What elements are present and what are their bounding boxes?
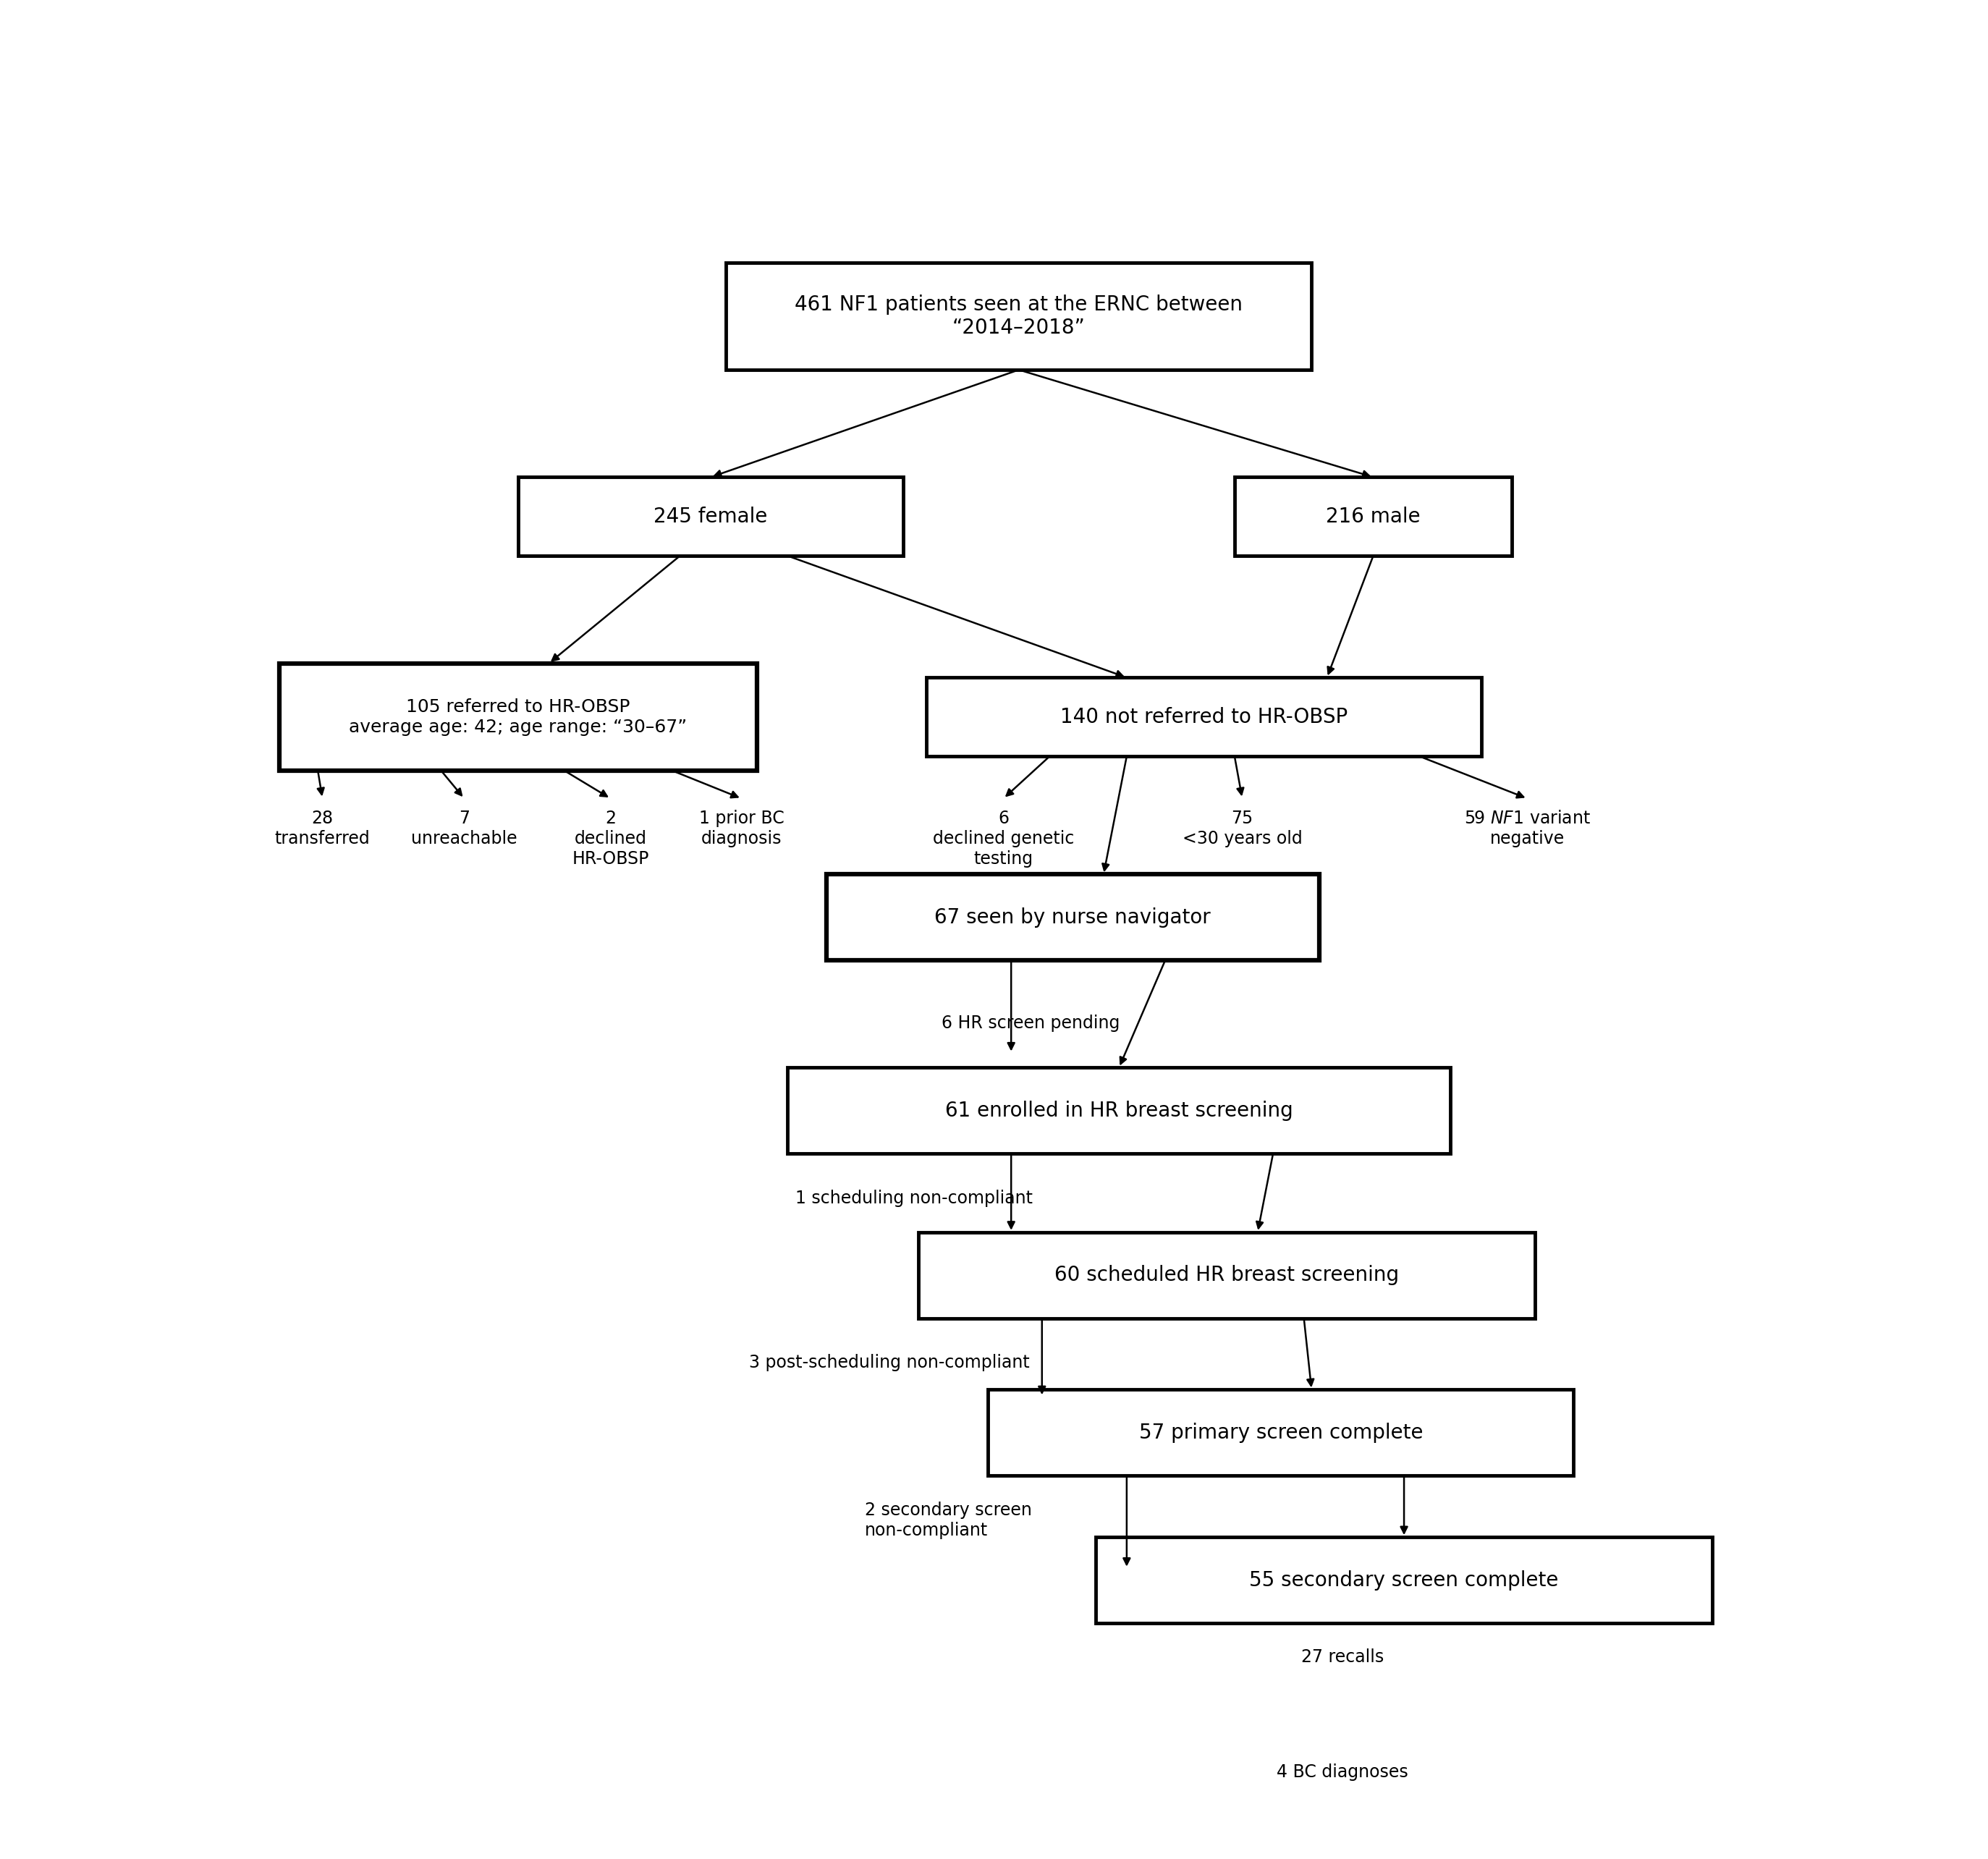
Text: 2
declined
HR-OBSP: 2 declined HR-OBSP xyxy=(573,811,648,868)
FancyBboxPatch shape xyxy=(918,1233,1535,1318)
Text: 57 primary screen complete: 57 primary screen complete xyxy=(1139,1422,1423,1443)
Text: 461 NF1 patients seen at the ERNC between
“2014–2018”: 461 NF1 patients seen at the ERNC betwee… xyxy=(795,294,1242,338)
Text: 6 HR screen pending: 6 HR screen pending xyxy=(942,1015,1119,1032)
Text: 6
declined genetic
testing: 6 declined genetic testing xyxy=(932,811,1074,868)
FancyBboxPatch shape xyxy=(726,262,1312,370)
Text: 140 not referred to HR-OBSP: 140 not referred to HR-OBSP xyxy=(1060,706,1348,727)
Text: 60 scheduled HR breast screening: 60 scheduled HR breast screening xyxy=(1054,1266,1400,1285)
Text: 7
unreachable: 7 unreachable xyxy=(412,811,517,848)
Text: 55 secondary screen complete: 55 secondary screen complete xyxy=(1248,1571,1559,1589)
Text: 2 secondary screen
non-compliant: 2 secondary screen non-compliant xyxy=(865,1502,1032,1539)
Text: 1 prior BC
diagnosis: 1 prior BC diagnosis xyxy=(700,811,783,848)
FancyBboxPatch shape xyxy=(1095,1537,1712,1623)
Text: 216 male: 216 male xyxy=(1326,506,1421,526)
Text: 28
transferred: 28 transferred xyxy=(274,811,370,848)
Text: 59 $\it{NF1}$ variant
negative: 59 $\it{NF1}$ variant negative xyxy=(1463,811,1590,848)
Text: 27 recalls: 27 recalls xyxy=(1300,1649,1384,1666)
Text: 75
<30 years old: 75 <30 years old xyxy=(1183,811,1302,848)
Text: 105 referred to HR-OBSP
average age: 42; age range: “30–67”: 105 referred to HR-OBSP average age: 42;… xyxy=(350,699,688,736)
Text: 4 BC diagnoses: 4 BC diagnoses xyxy=(1276,1764,1408,1781)
Text: 245 female: 245 female xyxy=(654,506,767,526)
FancyBboxPatch shape xyxy=(827,874,1320,961)
FancyBboxPatch shape xyxy=(787,1067,1451,1153)
Text: 61 enrolled in HR breast screening: 61 enrolled in HR breast screening xyxy=(944,1101,1292,1121)
Text: 3 post-scheduling non-compliant: 3 post-scheduling non-compliant xyxy=(749,1353,1030,1372)
FancyBboxPatch shape xyxy=(519,478,903,556)
FancyBboxPatch shape xyxy=(1235,478,1511,556)
Text: 67 seen by nurse navigator: 67 seen by nurse navigator xyxy=(934,907,1211,928)
FancyBboxPatch shape xyxy=(278,664,757,771)
Text: 1 scheduling non-compliant: 1 scheduling non-compliant xyxy=(795,1190,1034,1206)
FancyBboxPatch shape xyxy=(988,1391,1574,1476)
FancyBboxPatch shape xyxy=(926,677,1481,757)
